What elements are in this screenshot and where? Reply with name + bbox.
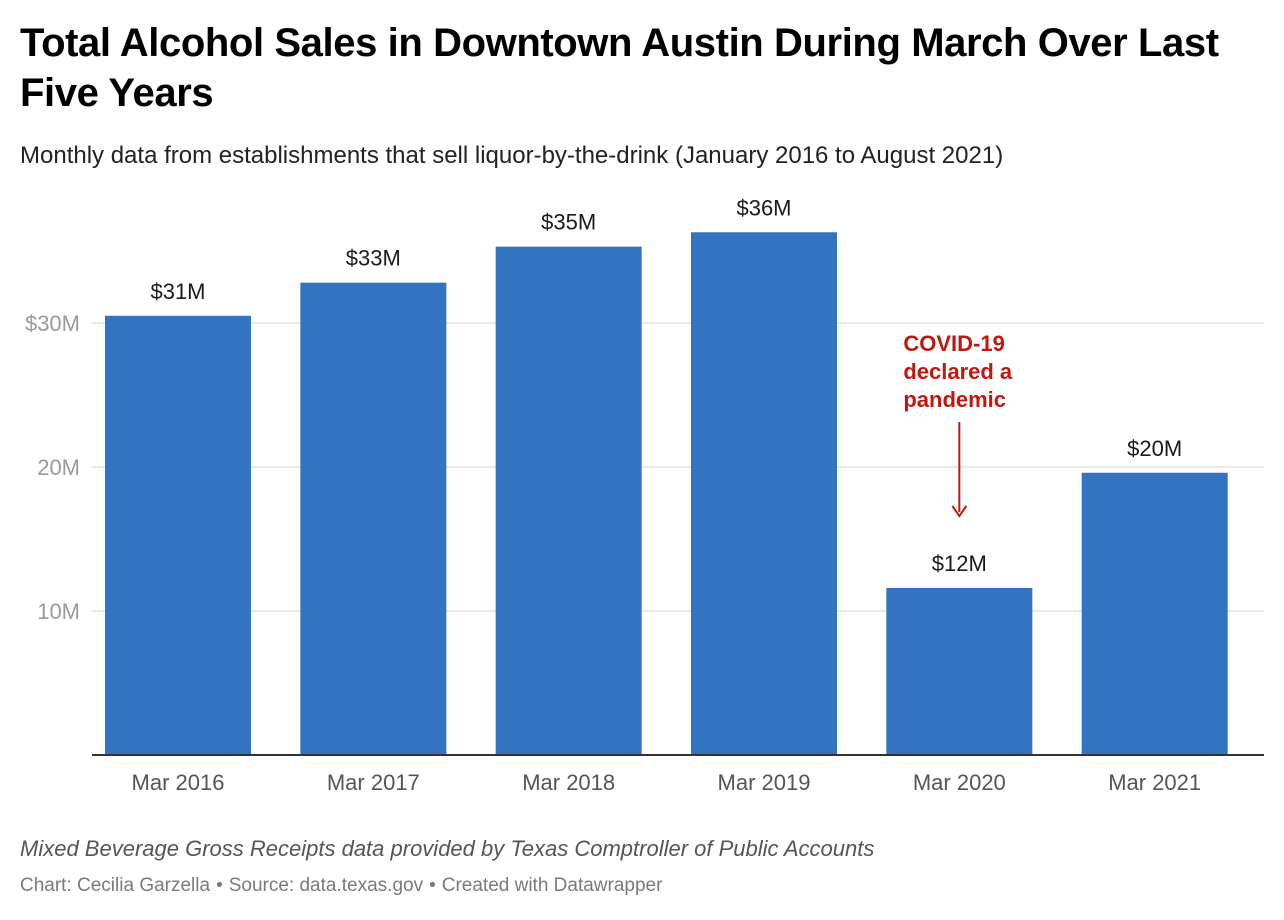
bar xyxy=(300,282,447,755)
annotation-text-line: declared a xyxy=(903,359,1013,384)
x-axis-ticks: Mar 2016 Mar 2017 Mar 2018 Mar 2019 Mar 2020… xyxy=(132,770,1202,795)
footer-separator: • xyxy=(429,875,436,896)
bar-value-label: $12M xyxy=(932,551,987,576)
bar-value-label: $33M xyxy=(346,246,401,271)
chart-title: Total Alcohol Sales in Downtown Austin D… xyxy=(20,21,1219,115)
bar-value-label: $31M xyxy=(150,279,205,304)
bar xyxy=(1081,472,1228,755)
x-tick-label: Mar 2016 xyxy=(132,770,225,795)
covid-annotation: COVID-19 declared a pandemic xyxy=(903,331,1013,518)
bar-value-labels: $31M $33M $35M $36M $12M $20M xyxy=(150,195,1182,576)
datawrapper-credit: Created with Datawrapper xyxy=(441,875,663,896)
x-tick-label: Mar 2020 xyxy=(913,770,1006,795)
chart-area: 10M 20M $30M $31M $33M $35M $36M $12M $20M Mar … xyxy=(0,190,1284,820)
x-tick-label: Mar 2019 xyxy=(718,770,811,795)
bars xyxy=(105,232,1228,755)
annotation-arrowhead xyxy=(951,505,968,518)
bar-value-label: $36M xyxy=(736,195,791,220)
gridlines xyxy=(92,322,1264,612)
chart-subtitle: Monthly data from establishments that se… xyxy=(20,142,1004,169)
chart-credit: Chart: Cecilia Garzella xyxy=(20,875,211,896)
y-axis-ticks: 10M 20M $30M xyxy=(25,311,80,624)
bar-value-label: $35M xyxy=(541,210,596,235)
source-credit: Source: data.texas.gov xyxy=(228,875,424,896)
y-tick-label: $30M xyxy=(25,311,80,336)
bar xyxy=(886,587,1033,755)
annotation-text-line: COVID-19 xyxy=(903,331,1004,356)
bar xyxy=(105,315,251,755)
bar-value-label: $20M xyxy=(1127,436,1182,461)
annotation-text-line: pandemic xyxy=(903,387,1006,412)
y-tick-label: 10M xyxy=(37,599,80,624)
chart-footer: Chart: Cecilia Garzella • Source: data.tex… xyxy=(20,872,662,900)
x-tick-label: Mar 2018 xyxy=(522,770,615,795)
x-tick-label: Mar 2021 xyxy=(1108,770,1201,795)
bar xyxy=(691,232,837,755)
y-tick-label: 20M xyxy=(37,455,80,480)
footer-separator: • xyxy=(216,875,223,896)
x-tick-label: Mar 2017 xyxy=(327,770,420,795)
chart-notes: Mixed Beverage Gross Receipts data provi… xyxy=(20,836,875,861)
bar-chart: 10M 20M $30M $31M $33M $35M $36M $12M $20M Mar … xyxy=(25,195,1264,795)
bar xyxy=(495,246,642,755)
